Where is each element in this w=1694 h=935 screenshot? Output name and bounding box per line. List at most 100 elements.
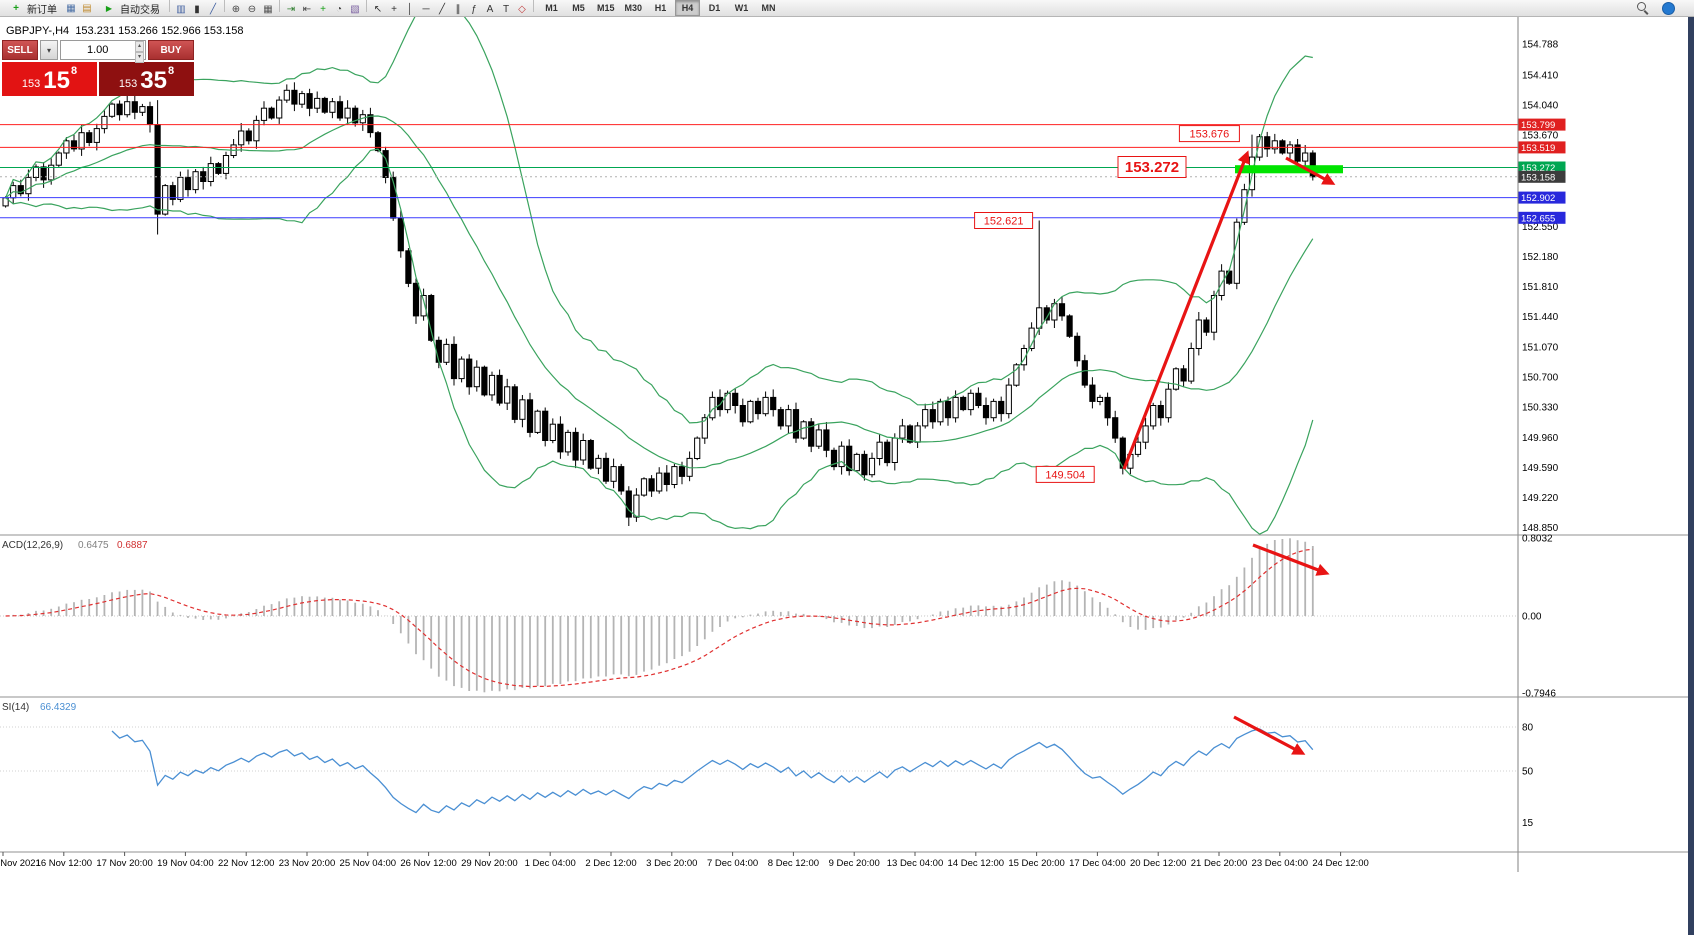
timeframe-W1[interactable]: W1 bbox=[734, 3, 749, 13]
bar-chart-icon[interactable]: ▥ bbox=[176, 3, 186, 15]
timeframe-H1[interactable]: H1 bbox=[654, 3, 667, 13]
macd-indicator-label: ACD(12,26,9) bbox=[2, 540, 63, 551]
time-axis-label: 23 Nov 20:00 bbox=[279, 858, 336, 869]
main-toolbar: + 新订单 ▦ ▤ ▶ 自动交易 ▥ ▮ ╱ ⊕ ⊖ ▦ ⇥ ⇤ + ◔ ▧ ↖ + │ ─ ╱ ∥ ƒ A T ◇ M1… bbox=[0, 0, 1694, 17]
chart-canvas[interactable]: 154.788154.410154.040153.670153.290152.9… bbox=[0, 17, 1688, 872]
trend-arrow[interactable] bbox=[1285, 156, 1336, 185]
time-axis-label: 16 Nov 12:00 bbox=[36, 858, 93, 869]
time-axis-label: 17 Dec 04:00 bbox=[1069, 858, 1126, 869]
bollinger-upper-band bbox=[5, 17, 1313, 424]
price-tag-label: 153.519 bbox=[1521, 143, 1555, 154]
volume-up-arrow[interactable]: ▴ bbox=[134, 41, 144, 52]
time-axis-label: 22 Nov 12:00 bbox=[218, 858, 275, 869]
volume-down-arrow[interactable]: ▾ bbox=[134, 52, 144, 63]
volume-dropdown[interactable]: ▾ bbox=[40, 40, 58, 60]
auto-scroll-icon[interactable]: ⇥ bbox=[286, 3, 296, 15]
horizontal-line-icon[interactable]: ─ bbox=[422, 3, 430, 15]
toolbar-separator bbox=[169, 0, 170, 12]
toolbar-separator bbox=[279, 0, 280, 12]
time-axis-label: 7 Dec 04:00 bbox=[707, 858, 758, 869]
timeframe-MN[interactable]: MN bbox=[761, 3, 776, 13]
sell-price-big: 15 bbox=[43, 67, 70, 94]
timeframe-M1[interactable]: M1 bbox=[545, 3, 558, 13]
sell-price-small: 153 bbox=[21, 78, 41, 90]
buy-button[interactable]: BUY bbox=[148, 40, 194, 60]
timeframe-M15[interactable]: M15 bbox=[597, 3, 615, 13]
price-axis-label: 149.590 bbox=[1522, 463, 1559, 474]
time-axis-label: 20 Dec 12:00 bbox=[1130, 858, 1187, 869]
price-axis-label: 148.850 bbox=[1522, 523, 1559, 534]
price-axis-label: 154.040 bbox=[1522, 101, 1559, 112]
line-chart-icon[interactable]: ╱ bbox=[209, 3, 217, 15]
chart-shift-icon[interactable]: ⇤ bbox=[302, 3, 312, 15]
price-callout[interactable] bbox=[1035, 465, 1095, 483]
macd-scale-label: -0.7946 bbox=[1522, 689, 1556, 700]
search-icon[interactable] bbox=[1637, 2, 1649, 14]
macd-scale-label: 0.00 bbox=[1522, 612, 1542, 623]
price-tag-label: 152.655 bbox=[1521, 213, 1555, 224]
sell-button[interactable]: SELL bbox=[2, 40, 38, 60]
timeframe-M30[interactable]: M30 bbox=[624, 3, 643, 13]
price-tag bbox=[1518, 141, 1566, 154]
window-scrollbar[interactable] bbox=[1688, 0, 1694, 935]
zoom-out-icon[interactable]: ⊖ bbox=[247, 3, 257, 15]
new-order-label: 新订单 bbox=[27, 4, 57, 16]
autotrading-label: 自动交易 bbox=[120, 4, 160, 16]
tile-windows-icon[interactable]: ▦ bbox=[66, 2, 76, 14]
text-icon[interactable]: A bbox=[486, 3, 494, 15]
timeframe-M5[interactable]: M5 bbox=[572, 3, 585, 13]
price-callout[interactable] bbox=[974, 212, 1034, 229]
profiles-icon[interactable]: ▤ bbox=[82, 2, 92, 14]
price-tag bbox=[1518, 161, 1566, 174]
price-callout-label: 153.676 bbox=[1190, 129, 1230, 141]
indicators-icon[interactable]: + bbox=[320, 3, 326, 15]
templates-icon[interactable]: ▧ bbox=[350, 3, 360, 15]
price-tag-label: 153.158 bbox=[1521, 172, 1555, 183]
time-axis-label: 13 Dec 04:00 bbox=[887, 858, 944, 869]
volume-input[interactable]: 1.00 ▴ ▾ bbox=[60, 40, 146, 63]
cursor-icon[interactable]: ↖ bbox=[373, 3, 383, 15]
price-axis-label: 154.410 bbox=[1522, 70, 1559, 81]
zoom-in-icon[interactable]: ⊕ bbox=[231, 3, 241, 15]
tile-charts-icon[interactable]: ▦ bbox=[263, 3, 273, 15]
time-axis-label: 15 Nov 2021 bbox=[0, 858, 41, 869]
vertical-line-icon[interactable]: │ bbox=[406, 3, 414, 15]
fibonacci-icon[interactable]: ƒ bbox=[471, 3, 477, 15]
notification-icon[interactable] bbox=[1662, 1, 1675, 15]
price-tag bbox=[1518, 211, 1566, 224]
toolbar-separator bbox=[533, 0, 534, 12]
price-callout[interactable] bbox=[1117, 156, 1187, 178]
time-axis-label: 17 Nov 20:00 bbox=[96, 858, 153, 869]
timeframe-D1[interactable]: D1 bbox=[708, 3, 721, 13]
highlight-zone[interactable] bbox=[1235, 165, 1343, 174]
periods-icon[interactable]: ◔ bbox=[335, 3, 343, 15]
toolbar-separator bbox=[224, 0, 225, 12]
trend-arrow[interactable] bbox=[1252, 543, 1330, 576]
time-axis-label: 24 Dec 12:00 bbox=[1312, 858, 1369, 869]
timeframe-H4[interactable]: H4 bbox=[675, 0, 701, 16]
autotrading-button[interactable]: ▶ 自动交易 bbox=[96, 1, 165, 16]
buy-price-button[interactable]: 153 35 8 bbox=[99, 62, 194, 96]
shapes-icon[interactable]: ◇ bbox=[518, 3, 526, 15]
new-order-button[interactable]: + 新订单 bbox=[3, 1, 62, 16]
macd-signal-line bbox=[5, 548, 1313, 688]
trendline-icon[interactable]: ╱ bbox=[438, 3, 446, 15]
label-icon[interactable]: T bbox=[502, 3, 510, 15]
time-axis-label: 19 Nov 04:00 bbox=[157, 858, 214, 869]
trend-arrow[interactable] bbox=[1122, 150, 1250, 470]
ohlc-values: 153.231 153.266 152.966 153.158 bbox=[75, 25, 244, 37]
price-callout[interactable] bbox=[1178, 125, 1240, 143]
bollinger-lower-band bbox=[5, 148, 1314, 535]
toolbar-separator bbox=[366, 0, 367, 12]
time-axis-label: 21 Dec 20:00 bbox=[1191, 858, 1248, 869]
trend-arrow[interactable] bbox=[1233, 715, 1306, 755]
rsi-scale-label: 80 bbox=[1522, 723, 1534, 734]
price-axis-label: 154.788 bbox=[1522, 40, 1559, 51]
rsi-indicator-label: SI(14) bbox=[2, 702, 29, 713]
candlestick-icon[interactable]: ▮ bbox=[194, 3, 200, 15]
channel-icon[interactable]: ∥ bbox=[455, 3, 461, 15]
sell-price-button[interactable]: 153 15 8 bbox=[2, 62, 97, 96]
rsi-value: 66.4329 bbox=[40, 702, 77, 713]
time-axis-label: 2 Dec 12:00 bbox=[585, 858, 636, 869]
crosshair-icon[interactable]: + bbox=[391, 3, 397, 15]
